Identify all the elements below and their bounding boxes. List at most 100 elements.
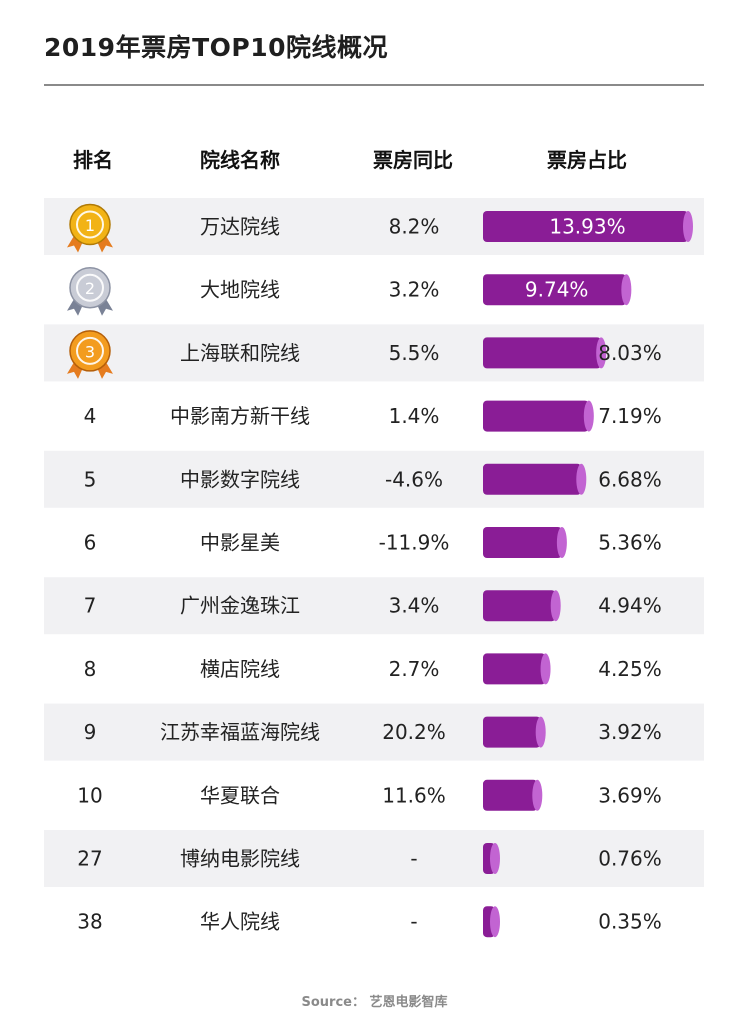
yoy-change: 11.6% bbox=[382, 783, 446, 807]
share-bar bbox=[483, 274, 632, 306]
cinema-chain-name: 中影数字院线 bbox=[180, 467, 300, 491]
share-bar-body bbox=[483, 527, 562, 558]
yoy-change: 1.4% bbox=[389, 404, 440, 428]
share-bar bbox=[483, 843, 500, 874]
medal-disc bbox=[69, 330, 111, 372]
share-bar-body bbox=[483, 274, 627, 306]
medal-icon: 1 bbox=[67, 203, 113, 253]
yoy-change: 2.7% bbox=[389, 657, 440, 681]
yoy-change: -4.6% bbox=[385, 467, 443, 491]
header-yoy: 票房同比 bbox=[373, 148, 453, 172]
share-bar-cap bbox=[683, 211, 693, 242]
share-bar bbox=[483, 779, 543, 811]
medal-icon: 3 bbox=[67, 330, 113, 379]
chart-title: 2019年票房TOP10院线概况 bbox=[44, 33, 388, 62]
medal-disc bbox=[69, 266, 111, 309]
medal-ring bbox=[76, 210, 104, 239]
share-bar bbox=[483, 400, 594, 432]
share-label: 6.68% bbox=[598, 467, 662, 491]
rank-number: 8 bbox=[84, 657, 97, 681]
share-bar-cap bbox=[532, 779, 543, 811]
share-bar bbox=[483, 906, 500, 938]
share-bar bbox=[483, 527, 567, 558]
cinema-chain-name: 万达院线 bbox=[200, 215, 280, 239]
share-bar bbox=[483, 337, 607, 369]
share-label: 4.25% bbox=[598, 657, 662, 681]
cinema-chain-name: 博纳电影院线 bbox=[180, 847, 300, 871]
yoy-change: 5.5% bbox=[389, 341, 440, 365]
share-bar-body bbox=[483, 779, 538, 811]
rank-number: 27 bbox=[77, 847, 102, 871]
medal-ring bbox=[76, 336, 104, 365]
cinema-chain-name: 广州金逸珠江 bbox=[180, 594, 300, 618]
medal-disc bbox=[69, 203, 111, 246]
yoy-change: 8.2% bbox=[389, 215, 440, 239]
share-bar-cap bbox=[535, 716, 546, 748]
rank-number: 6 bbox=[84, 531, 97, 555]
yoy-change: -11.9% bbox=[379, 531, 450, 555]
cinema-chain-name: 大地院线 bbox=[200, 278, 280, 302]
header-share: 票房占比 bbox=[547, 148, 627, 172]
share-bar-body bbox=[483, 590, 556, 622]
share-bar-cap bbox=[540, 653, 551, 685]
rank-number: 10 bbox=[77, 783, 102, 807]
table-row-stripe bbox=[44, 830, 704, 887]
yoy-change: - bbox=[410, 910, 417, 934]
share-bar bbox=[483, 590, 561, 622]
share-label: 3.69% bbox=[598, 783, 662, 807]
yoy-change: - bbox=[410, 847, 417, 871]
share-bar-cap bbox=[621, 274, 632, 306]
cinema-chain-name: 华夏联合 bbox=[200, 783, 280, 807]
yoy-change: 20.2% bbox=[382, 720, 446, 744]
rank-number: 5 bbox=[84, 467, 97, 491]
medal-number: 2 bbox=[85, 279, 95, 298]
medal-icon: 2 bbox=[67, 266, 113, 316]
medal-ring bbox=[76, 273, 104, 302]
cinema-chain-name: 上海联和院线 bbox=[180, 341, 300, 365]
share-bar-body bbox=[483, 400, 589, 432]
share-bar-cap bbox=[556, 527, 567, 558]
share-label: 0.76% bbox=[598, 847, 662, 871]
share-label: 9.74% bbox=[525, 278, 589, 302]
share-bar bbox=[483, 653, 551, 685]
share-label: 13.93% bbox=[549, 215, 625, 239]
share-bar bbox=[483, 211, 693, 242]
medal-number: 3 bbox=[85, 342, 95, 361]
share-bar-cap bbox=[596, 337, 607, 369]
source-note: Source： 艺恩电影智库 bbox=[301, 995, 448, 1010]
rank-number: 9 bbox=[84, 720, 97, 744]
share-bar-cap bbox=[583, 400, 594, 432]
share-bar-body bbox=[483, 653, 546, 685]
share-bar-body bbox=[483, 463, 582, 495]
share-bar-cap bbox=[490, 906, 500, 938]
cinema-chain-name: 中影星美 bbox=[200, 531, 280, 555]
yoy-change: 3.4% bbox=[389, 594, 440, 618]
share-bar-body bbox=[483, 337, 602, 369]
table-row-stripe bbox=[44, 577, 704, 635]
share-bar-cap bbox=[550, 590, 561, 622]
header-name: 院线名称 bbox=[200, 148, 280, 172]
share-label: 5.36% bbox=[598, 531, 662, 555]
share-label: 0.35% bbox=[598, 910, 662, 934]
share-bar-cap bbox=[576, 463, 587, 495]
cinema-chain-name: 横店院线 bbox=[200, 657, 280, 681]
table-row-stripe bbox=[44, 450, 704, 508]
title-divider bbox=[44, 84, 704, 86]
rank-number: 38 bbox=[77, 910, 102, 934]
share-bar bbox=[483, 716, 546, 748]
share-bar bbox=[483, 463, 587, 495]
share-label: 7.19% bbox=[598, 404, 662, 428]
table-row-stripe bbox=[44, 703, 704, 761]
share-bar-cap bbox=[490, 843, 500, 874]
rank-number: 4 bbox=[84, 404, 97, 428]
cinema-chain-name: 江苏幸福蓝海院线 bbox=[160, 720, 320, 744]
cinema-chain-name: 中影南方新干线 bbox=[170, 404, 310, 428]
cinema-chain-name: 华人院线 bbox=[200, 910, 280, 934]
share-label: 3.92% bbox=[598, 720, 662, 744]
medal-number: 1 bbox=[85, 216, 95, 235]
share-bar-body bbox=[483, 211, 688, 242]
rank-number: 7 bbox=[84, 594, 97, 618]
header-rank: 排名 bbox=[73, 148, 113, 172]
yoy-change: 3.2% bbox=[389, 278, 440, 302]
